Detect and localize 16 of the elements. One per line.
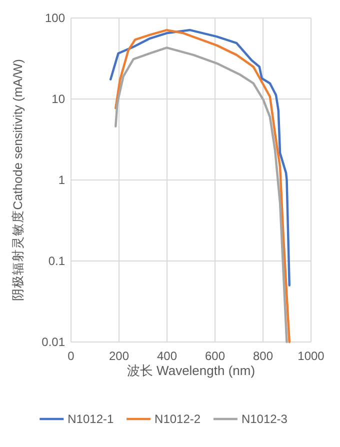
x-tick-label: 1000 bbox=[298, 349, 325, 363]
legend-label: N1012-2 bbox=[154, 412, 201, 426]
x-tick-label: 800 bbox=[252, 349, 274, 363]
y-tick-label: 0.01 bbox=[42, 335, 66, 349]
x-tick-label: 200 bbox=[108, 349, 130, 363]
y-tick-label: 1 bbox=[58, 173, 66, 187]
x-axis-title: 波长 Wavelength (nm) bbox=[126, 363, 256, 378]
y-axis-title: 阴极辐射灵敏度Cathode sensitivity (mA/W) bbox=[10, 59, 25, 301]
x-tick-label: 600 bbox=[204, 349, 226, 363]
legend-label: N1012-3 bbox=[241, 412, 288, 426]
y-tick-label: 10 bbox=[52, 92, 66, 106]
y-tick-label: 0.1 bbox=[48, 254, 66, 268]
x-tick-label: 400 bbox=[156, 349, 178, 363]
legend-label: N1012-1 bbox=[68, 412, 114, 426]
x-tick-label: 0 bbox=[68, 349, 75, 363]
y-tick-label: 100 bbox=[44, 11, 66, 25]
